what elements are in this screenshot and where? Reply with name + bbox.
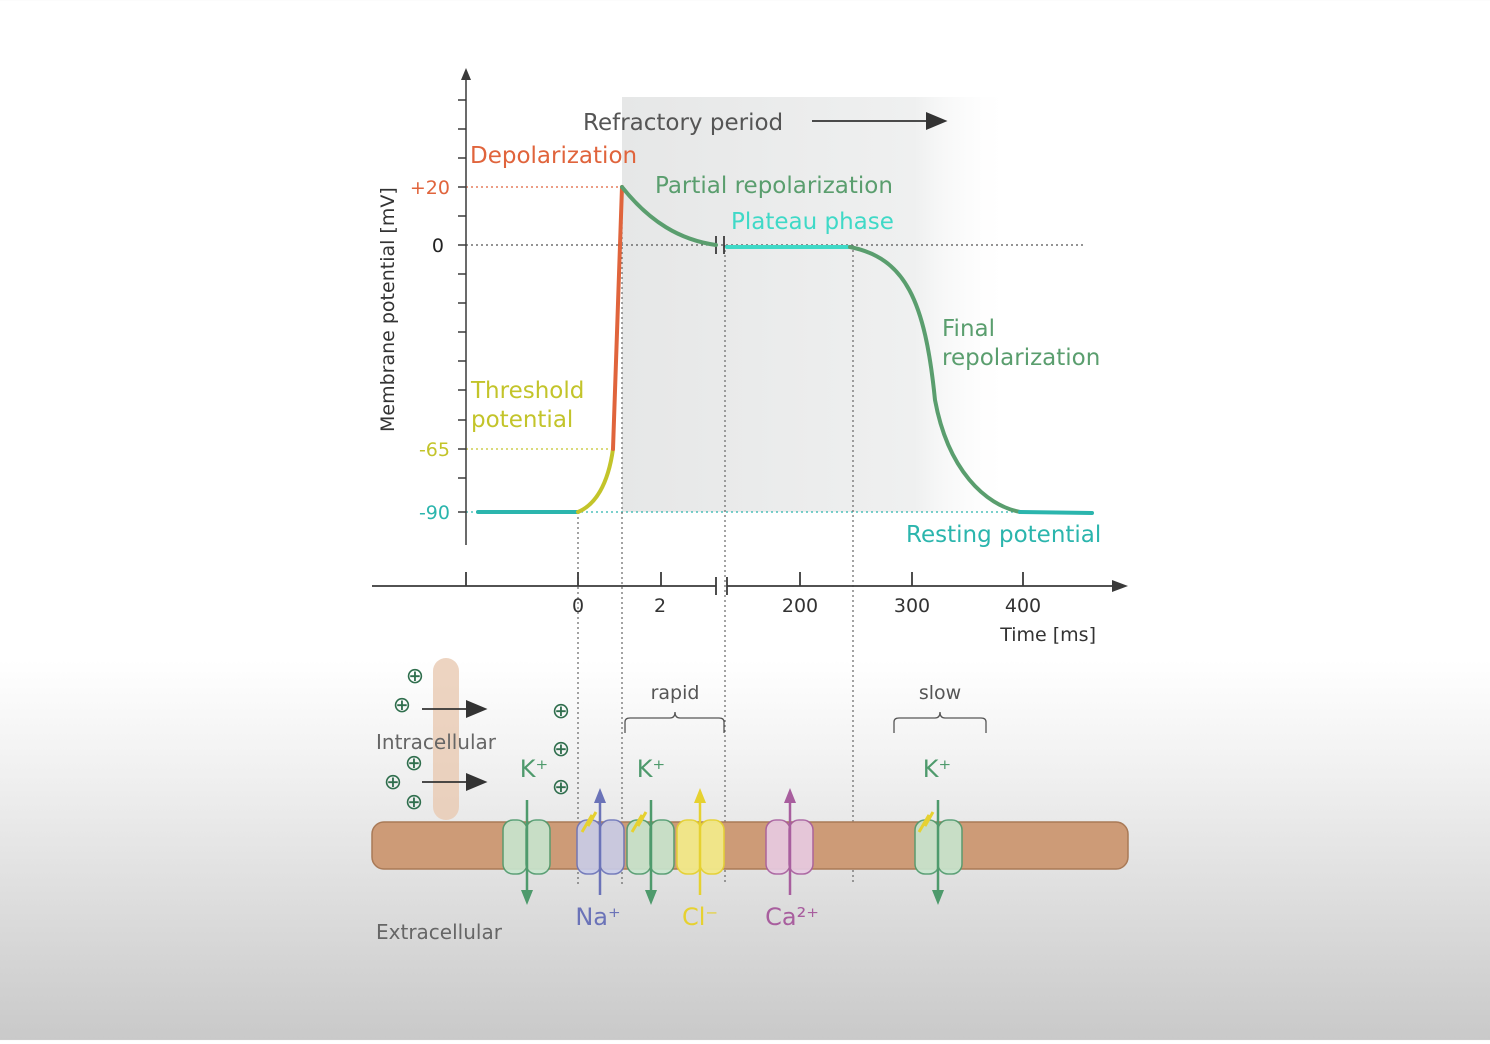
depolarization-segment (611, 185, 624, 451)
threshold-label-line1: Threshold (470, 378, 584, 404)
resting-potential-label: Resting potential (906, 522, 1101, 548)
y-axis-label: Membrane potential [mV] (377, 187, 399, 432)
positive-charges: ⊕ ⊕ ⊕ ⊕ ⊕ ⊕ ⊕ ⊕ (384, 664, 570, 815)
chloride-channel (676, 788, 725, 895)
x-tick-200: 200 (782, 595, 818, 617)
calcium-channel (765, 788, 814, 895)
y-tick-plus20: +20 (410, 177, 450, 199)
charge-plus: ⊕ (552, 775, 570, 800)
sodium-channel (576, 788, 625, 895)
potassium-label-1: K⁺ (520, 755, 548, 783)
charge-plus: ⊕ (393, 693, 411, 718)
x-tick-0: 0 (572, 595, 584, 617)
x-tick-2: 2 (654, 595, 666, 617)
faded-channel (433, 658, 459, 820)
sodium-label: Na⁺ (575, 903, 620, 931)
action-potential-curve (476, 185, 1094, 515)
slow-brace (893, 711, 987, 733)
potassium-label-2: K⁺ (637, 755, 665, 783)
charge-plus: ⊕ (405, 751, 423, 776)
x-tick-300: 300 (894, 595, 930, 617)
threshold-segment (576, 447, 615, 514)
partial-repolarization-label: Partial repolarization (655, 173, 893, 199)
charge-plus: ⊕ (384, 770, 402, 795)
final-repolarization-segment (848, 245, 1022, 514)
slow-label: slow (919, 682, 961, 704)
potassium-channel-3 (914, 800, 963, 905)
refractory-shade (622, 97, 1012, 512)
y-tick-minus90: -90 (419, 502, 450, 524)
cell-membrane (371, 821, 1129, 870)
extracellular-label: Extracellular (376, 920, 503, 944)
y-axis (458, 68, 471, 545)
x-tick-400: 400 (1005, 595, 1041, 617)
partial-repolarization-segment (620, 185, 718, 247)
charge-plus: ⊕ (552, 737, 570, 762)
y-tick-0: 0 (432, 235, 444, 257)
final-repolarization-label-line2: repolarization (942, 345, 1100, 371)
resting-segment-right (1018, 510, 1094, 515)
final-repolarization-label-line1: Final (942, 316, 995, 342)
charge-plus: ⊕ (405, 790, 423, 815)
charge-plus: ⊕ (552, 699, 570, 724)
potassium-label-3: K⁺ (923, 755, 951, 783)
refractory-period-label: Refractory period (583, 110, 783, 136)
charge-plus: ⊕ (406, 664, 424, 689)
rapid-label: rapid (651, 682, 700, 704)
chloride-label: Cl⁻ (682, 903, 718, 931)
y-tick-minus65: -65 (419, 439, 450, 461)
x-axis-label: Time [ms] (999, 624, 1096, 646)
threshold-label-line2: potential (471, 407, 573, 433)
depolarization-label: Depolarization (470, 143, 637, 169)
intracellular-label: Intracellular (376, 730, 497, 754)
rapid-brace (624, 711, 725, 733)
x-axis (372, 572, 1128, 595)
calcium-label: Ca²⁺ (765, 903, 819, 931)
plateau-phase-label: Plateau phase (731, 209, 894, 235)
potassium-channel-1 (502, 800, 551, 905)
potassium-channel-2 (626, 800, 675, 905)
